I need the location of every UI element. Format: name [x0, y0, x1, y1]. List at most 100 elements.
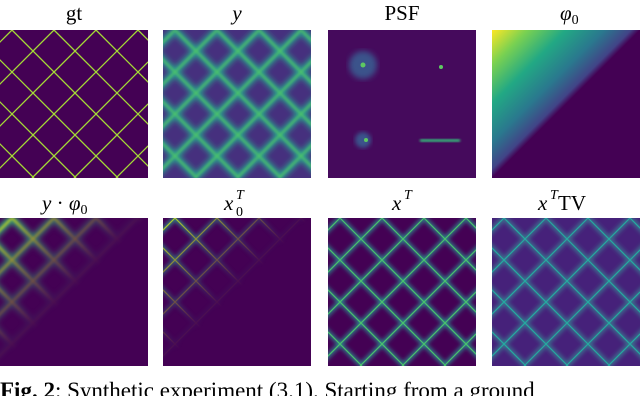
- lattice: [0, 30, 148, 178]
- lattice: [492, 218, 640, 366]
- lattice-line: [328, 331, 363, 366]
- lattice-line: [163, 142, 198, 178]
- title-part: φ: [560, 1, 572, 25]
- lattice-line: [523, 249, 640, 366]
- lattice-line: [492, 289, 569, 366]
- lattice-line: [216, 218, 311, 313]
- lattice-line: [163, 30, 302, 170]
- lattice-line: [328, 247, 447, 366]
- lattice-line: [236, 102, 311, 178]
- title-part: ·: [51, 191, 69, 215]
- lattice-line: [31, 248, 148, 366]
- lattice-line: [258, 30, 311, 84]
- image-panel: [163, 30, 311, 178]
- lattice-line: [359, 249, 476, 366]
- lattice-line: [278, 333, 311, 366]
- lattice-line: [0, 330, 35, 366]
- psf-halo: [355, 132, 371, 148]
- lattice-line: [0, 59, 119, 178]
- panel-title: y: [230, 1, 242, 25]
- lattice-line: [0, 143, 35, 178]
- lattice-line: [381, 218, 476, 313]
- lattice-line: [11, 30, 148, 167]
- lattice-line: [443, 333, 476, 366]
- lattice: [163, 30, 311, 178]
- psf-line: [420, 139, 460, 142]
- lattice-line: [236, 291, 311, 366]
- title-part: TV: [558, 191, 586, 215]
- title-sub: 0: [572, 13, 579, 28]
- lattice-line: [216, 30, 311, 126]
- lattice-line: [31, 61, 148, 178]
- psf-dot: [364, 138, 368, 142]
- masked: [163, 218, 311, 366]
- lattice-line: [163, 218, 218, 273]
- lattice-line: [492, 218, 547, 273]
- caption-text: : Synthetic experiment (3.1). Starting f…: [55, 378, 535, 396]
- lattice-line: [0, 288, 77, 366]
- lattice-line: [328, 218, 383, 273]
- lattice-line: [503, 218, 640, 355]
- lattice-line: [545, 218, 640, 313]
- lattice-line: [163, 289, 240, 366]
- lattice-line: [328, 289, 405, 366]
- lattice-line: [492, 218, 589, 315]
- lattice-line: [73, 290, 148, 366]
- panel-title: x: [223, 191, 234, 215]
- image-panel: [0, 218, 148, 366]
- lattice-line: [53, 30, 148, 125]
- lattice-line: [163, 58, 282, 178]
- lattice-line: [115, 145, 148, 178]
- masked: [0, 218, 148, 366]
- title-sub: 0: [236, 205, 243, 220]
- lattice-line: [194, 60, 311, 178]
- lattice-line: [163, 100, 240, 178]
- panel-title: φ0: [560, 1, 579, 28]
- lattice-line: [95, 30, 148, 83]
- title-sub: 0: [80, 203, 87, 218]
- caption-label: Fig. 2: [0, 378, 55, 396]
- lattice-line: [163, 30, 218, 86]
- lattice-line: [163, 247, 282, 366]
- image-panel: [492, 30, 640, 178]
- lattice-line: [0, 30, 97, 127]
- lattice-line: [0, 30, 139, 169]
- panel-title: gt: [66, 1, 83, 25]
- lattice-line: [0, 218, 55, 274]
- lattice-line: [163, 30, 260, 128]
- lattice-line: [587, 218, 640, 271]
- psf-dot: [360, 62, 366, 68]
- lattice-line: [0, 218, 97, 316]
- lattice-line: [174, 218, 311, 355]
- lattice-line: [492, 331, 527, 366]
- image-panel: [163, 218, 311, 366]
- lattice: [328, 218, 476, 366]
- image-panel: [328, 30, 476, 178]
- lattice-line: [328, 218, 425, 315]
- lattice-line: [328, 218, 467, 357]
- lattice-line: [163, 331, 198, 366]
- lattice-line: [73, 103, 148, 178]
- psf-dot: [439, 65, 443, 69]
- lattice-line: [565, 291, 640, 366]
- title-part: φ: [69, 191, 81, 215]
- lattice-line: [492, 247, 611, 366]
- lattice-line: [115, 332, 148, 366]
- lattice-line: [163, 218, 302, 357]
- lattice-line: [339, 218, 476, 355]
- lattice-line: [0, 218, 139, 358]
- lattice-line: [53, 218, 148, 314]
- lattice-line: [492, 218, 631, 357]
- phi-gradient: [492, 30, 640, 178]
- image-panel: [0, 30, 148, 178]
- lattice: [163, 218, 311, 366]
- lattice-line: [0, 30, 55, 85]
- lattice-line: [194, 249, 311, 366]
- title-sup: T: [404, 188, 413, 203]
- panel-title: x: [537, 191, 548, 215]
- caption: Fig. 2: Synthetic experiment (3.1). Star…: [0, 378, 535, 396]
- lattice-line: [163, 218, 260, 315]
- panel-title: y · φ0: [40, 191, 87, 218]
- title-sup: T: [236, 188, 245, 203]
